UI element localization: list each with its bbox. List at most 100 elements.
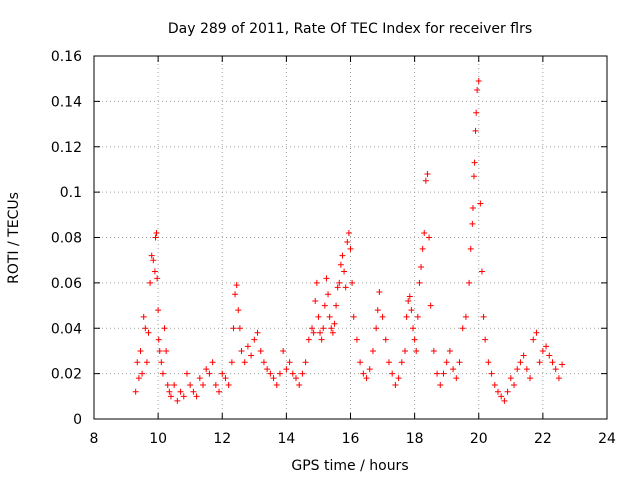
data-point bbox=[206, 370, 213, 377]
data-point bbox=[456, 359, 463, 366]
data-point bbox=[389, 370, 396, 377]
data-point bbox=[318, 336, 325, 343]
data-point bbox=[200, 381, 207, 388]
data-point bbox=[241, 359, 248, 366]
x-axis-ticks: 8 10 12 14 16 18 20 22 24 bbox=[90, 56, 616, 447]
data-point bbox=[286, 359, 293, 366]
data-point bbox=[137, 347, 144, 354]
data-point bbox=[171, 381, 178, 388]
data-point bbox=[427, 302, 434, 309]
data-point bbox=[270, 375, 277, 382]
data-point bbox=[273, 381, 280, 388]
data-point bbox=[153, 229, 160, 236]
data-point bbox=[151, 268, 158, 275]
y-axis-label: ROTI / TECUs bbox=[6, 192, 22, 284]
data-point bbox=[238, 347, 245, 354]
data-point bbox=[453, 375, 460, 382]
data-point bbox=[478, 268, 485, 275]
data-point bbox=[382, 336, 389, 343]
data-point bbox=[251, 336, 258, 343]
data-point bbox=[349, 279, 356, 286]
data-point bbox=[333, 302, 340, 309]
data-point bbox=[462, 313, 469, 320]
data-point bbox=[292, 375, 299, 382]
y-axis-ticks: 0 0.02 0.04 0.06 0.08 0.1 0.12 0.14 0.16 bbox=[51, 49, 607, 428]
data-point bbox=[325, 291, 332, 298]
data-point bbox=[276, 370, 283, 377]
data-point bbox=[398, 359, 405, 366]
data-point bbox=[216, 388, 223, 395]
x-tick-label: 16 bbox=[342, 431, 360, 447]
data-point bbox=[350, 313, 357, 320]
data-point bbox=[470, 173, 477, 180]
data-point bbox=[467, 245, 474, 252]
data-point bbox=[166, 388, 173, 395]
data-point bbox=[228, 359, 235, 366]
data-point bbox=[323, 275, 330, 282]
data-point bbox=[244, 343, 251, 350]
data-point bbox=[498, 393, 505, 400]
data-point bbox=[230, 325, 237, 332]
data-point bbox=[485, 359, 492, 366]
data-point bbox=[233, 282, 240, 289]
data-point bbox=[257, 347, 264, 354]
x-tick-label: 22 bbox=[534, 431, 552, 447]
data-point bbox=[320, 325, 327, 332]
data-point bbox=[342, 284, 349, 291]
data-point bbox=[369, 347, 376, 354]
data-point bbox=[408, 307, 415, 314]
y-tick-label: 0 bbox=[73, 412, 82, 428]
data-point bbox=[187, 381, 194, 388]
data-point bbox=[474, 87, 481, 94]
data-point bbox=[150, 257, 157, 264]
data-point bbox=[289, 370, 296, 377]
x-tick-label: 14 bbox=[277, 431, 295, 447]
data-point bbox=[145, 329, 152, 336]
data-point bbox=[232, 291, 239, 298]
data-point bbox=[520, 352, 527, 359]
data-point bbox=[353, 336, 360, 343]
data-point bbox=[434, 370, 441, 377]
data-point bbox=[419, 245, 426, 252]
x-tick-label: 24 bbox=[598, 431, 616, 447]
data-point bbox=[180, 393, 187, 400]
y-tick-label: 0.12 bbox=[51, 140, 82, 156]
data-point bbox=[339, 252, 346, 259]
data-point bbox=[530, 336, 537, 343]
data-point bbox=[536, 359, 543, 366]
data-point bbox=[559, 361, 566, 368]
data-point bbox=[395, 375, 402, 382]
data-point bbox=[414, 313, 421, 320]
data-point bbox=[310, 329, 317, 336]
data-point bbox=[466, 279, 473, 286]
data-point bbox=[313, 279, 320, 286]
data-point bbox=[142, 325, 149, 332]
data-point bbox=[421, 229, 428, 236]
data-point bbox=[219, 370, 226, 377]
chart-title: Day 289 of 2011, Rate Of TEC Index for r… bbox=[168, 21, 532, 37]
x-tick-label: 20 bbox=[470, 431, 488, 447]
data-point bbox=[413, 347, 420, 354]
data-point bbox=[437, 381, 444, 388]
data-point bbox=[533, 329, 540, 336]
data-point bbox=[196, 375, 203, 382]
data-point bbox=[212, 381, 219, 388]
data-point bbox=[363, 375, 370, 382]
grid-lines bbox=[94, 56, 607, 419]
data-point bbox=[373, 325, 380, 332]
data-point bbox=[140, 313, 147, 320]
data-point bbox=[260, 359, 267, 366]
data-point bbox=[344, 239, 351, 246]
x-tick-label: 8 bbox=[90, 431, 99, 447]
data-point bbox=[459, 325, 466, 332]
data-point bbox=[326, 313, 333, 320]
data-point bbox=[477, 200, 484, 207]
data-point bbox=[480, 313, 487, 320]
data-point bbox=[517, 359, 524, 366]
data-point bbox=[329, 329, 336, 336]
data-point bbox=[511, 381, 518, 388]
data-point bbox=[296, 381, 303, 388]
data-point bbox=[193, 393, 200, 400]
data-point bbox=[299, 370, 306, 377]
